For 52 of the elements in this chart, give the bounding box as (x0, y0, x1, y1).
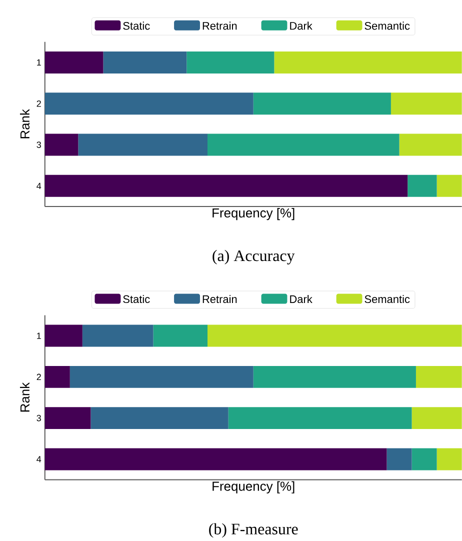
text: (a) Accuracy (212, 250, 295, 264)
legend-label: Static (123, 294, 150, 304)
bar (412, 407, 462, 430)
bar (407, 174, 437, 197)
bar (44, 366, 70, 388)
y-tick-label: 2 (36, 100, 41, 107)
text: (b) F-measure (208, 523, 298, 538)
y-tick-label: 2 (36, 374, 41, 380)
bar (274, 52, 462, 74)
bar (78, 134, 208, 156)
bar (44, 134, 78, 156)
legend-label: Semantic (364, 22, 410, 30)
bar (207, 134, 400, 156)
bar (153, 324, 208, 347)
bar (44, 407, 91, 430)
legend-label: Retrain (202, 294, 236, 304)
bar (253, 366, 416, 388)
bar (103, 52, 186, 74)
bar (44, 92, 254, 115)
y-axis-title: Rank (20, 109, 30, 138)
x-axis-title: Frequency [%] (212, 208, 294, 220)
bar (44, 324, 82, 347)
y-tick-label: 4 (36, 182, 41, 189)
y-tick-label: 4 (36, 456, 41, 462)
y-axis-title: Rank (20, 382, 30, 412)
bar (416, 366, 462, 388)
bar (253, 92, 391, 115)
legend-label: Dark (290, 294, 312, 304)
y-tick-label: 3 (36, 142, 41, 148)
bar (436, 448, 462, 470)
y-tick-label: 1 (36, 332, 41, 339)
bar (399, 134, 462, 156)
legend-label: Semantic (364, 294, 410, 304)
bar (44, 174, 408, 197)
bar (82, 324, 154, 347)
y-tick-label: 3 (36, 414, 41, 422)
bar (386, 448, 412, 470)
legend-label: Static (123, 22, 150, 30)
bar (436, 174, 462, 197)
bar (44, 448, 387, 470)
bar (186, 52, 274, 74)
bar (207, 324, 462, 347)
bar (390, 92, 462, 115)
legend-label: Dark (290, 22, 312, 30)
y-tick-label: 1 (36, 59, 41, 66)
bar (44, 52, 104, 74)
bar (70, 366, 254, 388)
bar (90, 407, 228, 430)
bar (412, 448, 437, 470)
legend-label: Retrain (202, 22, 236, 30)
bar (228, 407, 412, 430)
x-axis-title: Frequency [%] (212, 481, 294, 494)
